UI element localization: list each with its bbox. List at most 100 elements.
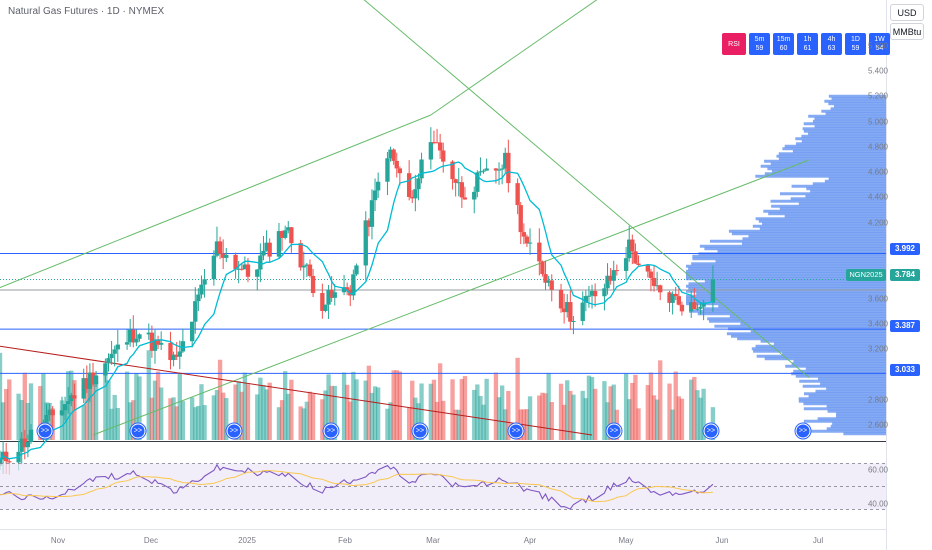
candle-body [658,285,663,293]
volume-bar [159,387,164,440]
volume-profile-bin [810,189,886,193]
volume-profile-bin [686,269,886,273]
volume-bar [214,389,220,440]
candle-body [692,302,697,310]
candle-body [614,270,619,272]
volume-profile-bin [784,214,886,218]
volume-profile-bin [773,342,886,346]
volume-bar [326,374,331,440]
volume-profile-bin [828,94,886,98]
currency-button[interactable]: USD [890,4,924,21]
candle-body [394,160,399,169]
volume-profile-bin [830,424,886,428]
volume-bar [202,405,207,440]
forward-arrow-icon[interactable]: >> [130,423,146,439]
volume-profile-bin [826,404,886,408]
price-tick: 3.200 [867,344,888,354]
volume-bar [679,398,685,440]
candle-body [676,296,681,305]
volume-bar [549,402,554,440]
volume-bar [25,402,31,440]
volume-bar [583,398,588,440]
candle-body [627,239,632,259]
volume-profile-bin [802,127,886,131]
candle-body [276,231,282,257]
volume-profile-bin [686,284,886,288]
rsi-badge[interactable]: RSI [722,33,746,55]
date-tick: Jun [715,536,729,545]
candle-body [282,230,288,238]
volume-profile-bin [731,232,886,236]
volume-bar [174,406,179,440]
volume-bar [93,381,99,440]
volume-bar [651,395,657,440]
candle-body [568,302,573,322]
forward-arrow-icon[interactable]: >> [703,423,719,439]
candle-body [521,232,527,237]
candle-body [193,301,198,322]
candle-body [645,265,650,272]
candle-body [493,168,499,171]
volume-profile-bin [704,247,886,251]
volume-bar [648,372,654,440]
volume-profile-bin [792,149,886,153]
candle-body [344,287,350,290]
candle-body [375,181,381,191]
forward-arrow-icon[interactable]: >> [606,423,622,439]
volume-bar [676,396,681,440]
tf-value: 59 [755,45,764,52]
forward-arrow-icon[interactable]: >> [795,423,811,439]
tf-15m[interactable]: 15m 60 [773,33,794,55]
forward-arrow-icon[interactable]: >> [412,423,428,439]
tf-1h[interactable]: 1h 61 [797,33,818,55]
date-tick: 2025 [238,536,256,545]
candle-body [518,205,523,233]
candle-body [214,241,220,256]
volume-bar [481,404,486,440]
volume-profile-bin [748,234,886,238]
candle-body [366,220,372,227]
candle-body [171,354,176,361]
volume-bar [286,393,291,440]
forward-arrow-icon[interactable]: >> [226,423,242,439]
candle-body [605,275,610,289]
candle-body [224,254,229,258]
candle-body [245,264,251,277]
volume-profile-bin [696,292,886,296]
candle-body [388,149,393,159]
tf-label: 5m [754,36,765,43]
candle-body [537,242,542,262]
tf-1w[interactable]: 1W 54 [869,33,890,55]
candle-body [651,277,657,286]
volume-profile-bin [827,409,886,413]
volume-profile-bin [812,182,886,186]
forward-arrow-icon[interactable]: >> [37,423,53,439]
volume-bar [261,385,266,440]
volume-profile-bin [824,99,886,103]
level-tag-3387: 3.387 [890,320,920,332]
volume-bar [146,350,151,440]
volume-profile-bin [750,329,886,333]
forward-arrow-icon[interactable]: >> [508,423,524,439]
volume-bar [537,395,542,440]
tf-5m[interactable]: 5m 59 [749,33,770,55]
volume-bar [134,373,139,440]
candle-body [22,438,27,448]
date-tick: Mar [426,536,440,545]
volume-profile-bin [778,157,886,161]
volume-bar [279,400,285,440]
unit-button[interactable]: MMBtu [890,23,924,40]
forward-arrow-icon[interactable]: >> [323,423,339,439]
candle-body [307,264,313,276]
tf-1d[interactable]: 1D 59 [845,33,866,55]
moving-average-line [0,161,714,460]
tf-4h[interactable]: 4h 63 [821,33,842,55]
price-tick: 3.400 [867,319,888,329]
candle-body [217,241,223,254]
volume-profile-bin [785,364,886,368]
volume-profile-bin [764,172,886,176]
candle-body [106,358,111,364]
candle-body [180,341,186,352]
candle-body [561,308,567,313]
